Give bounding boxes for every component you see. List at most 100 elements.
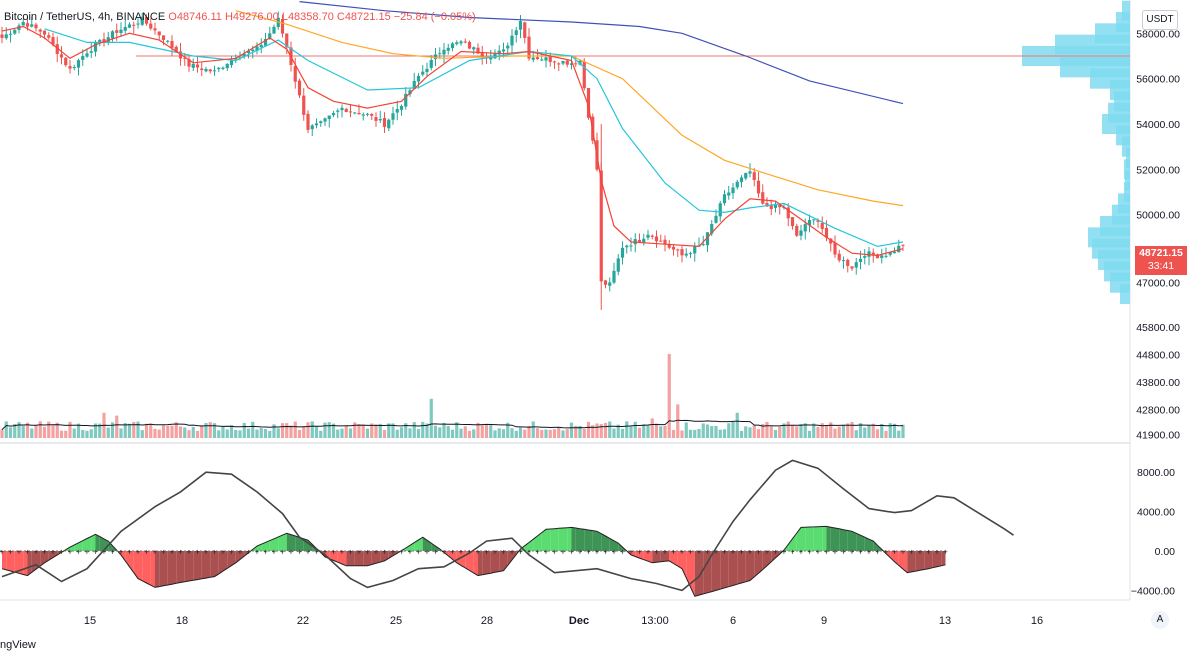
oscillator-histogram-segment — [350, 551, 355, 566]
zero-cross-marker: + — [544, 548, 549, 557]
volume-bar — [42, 426, 47, 438]
volume-bar — [408, 428, 412, 438]
candle-body — [115, 30, 119, 33]
candle-body — [854, 262, 858, 268]
oscillator-histogram-segment — [507, 551, 512, 566]
candle-body — [13, 29, 17, 34]
zero-cross-marker: + — [136, 548, 141, 557]
oscillator-histogram-segment — [741, 551, 746, 584]
zero-cross-marker: + — [391, 548, 396, 557]
brand-logo-text: ngView — [0, 639, 36, 651]
zero-cross-marker: + — [204, 548, 209, 557]
oscillator-histogram-segment — [775, 551, 780, 558]
oscillator-histogram-segment — [890, 551, 895, 562]
candle-body — [391, 113, 395, 120]
volume-bar — [858, 423, 863, 438]
volume-bar — [523, 429, 527, 438]
volume-bar — [620, 428, 625, 438]
zero-cross-marker: + — [663, 548, 668, 557]
oscillator-histogram-segment — [635, 551, 640, 559]
zero-cross-marker: + — [476, 548, 481, 557]
volume-bar — [659, 426, 663, 438]
price-tick-label: 54000.00 — [1136, 119, 1180, 131]
candle-body — [93, 43, 98, 52]
volume-bar — [569, 422, 574, 438]
volume-bar — [123, 423, 127, 438]
candle-body — [761, 192, 765, 204]
zero-cross-marker: + — [34, 548, 39, 557]
candle-body — [123, 26, 127, 31]
zero-cross-marker: + — [0, 548, 5, 557]
zero-cross-marker: + — [646, 548, 651, 557]
oscillator-histogram-segment — [609, 538, 614, 551]
zero-cross-marker: + — [765, 548, 770, 557]
candle-body — [127, 24, 132, 28]
zero-cross-marker: + — [280, 548, 285, 557]
oscillator-histogram-segment — [405, 545, 410, 551]
oscillator-histogram-segment — [733, 551, 738, 586]
zero-cross-marker: + — [68, 548, 73, 557]
candle-body — [246, 50, 251, 54]
oscillator-histogram-segment — [852, 531, 857, 551]
auto-scale-button[interactable]: A — [1151, 611, 1169, 629]
price-tick-label: 45800.00 — [1136, 322, 1180, 334]
oscillator-histogram-segment — [690, 551, 695, 597]
oscillator-histogram-segment — [384, 551, 389, 561]
zero-cross-marker: + — [8, 548, 13, 557]
candle-body — [442, 49, 446, 55]
candle-body — [480, 53, 484, 57]
candle-body — [310, 125, 314, 130]
zero-cross-marker: + — [926, 548, 931, 557]
oscillator-histogram-segment — [550, 528, 555, 551]
volume-bar — [285, 423, 289, 438]
oscillator-histogram-segment — [639, 551, 644, 560]
oscillator-histogram-segment — [826, 526, 831, 551]
oscillator-histogram-segment — [571, 527, 576, 551]
volume-bar — [493, 430, 497, 438]
oscillator-histogram-segment — [665, 551, 670, 562]
zero-cross-marker: + — [518, 548, 523, 557]
volume-bar — [251, 421, 255, 438]
candle-body — [25, 23, 30, 27]
candle-body — [574, 63, 578, 65]
oscillator-histogram-segment — [907, 551, 912, 573]
candle-body — [30, 24, 34, 27]
oscillator-histogram-segment — [546, 529, 551, 551]
candle-body — [370, 113, 374, 116]
volume-bar — [344, 425, 348, 438]
volume-bar — [331, 423, 336, 438]
zero-cross-marker: + — [799, 548, 804, 557]
zero-cross-marker: + — [442, 548, 447, 557]
candle-body — [446, 47, 450, 51]
oscillator-histogram-segment — [159, 551, 164, 587]
volume-bar — [438, 427, 442, 438]
candle-body — [319, 121, 323, 124]
candle-body — [136, 23, 140, 25]
candle-body — [297, 80, 302, 96]
candle-body — [204, 68, 208, 72]
volume-bar — [59, 430, 64, 438]
volume-bar — [106, 427, 110, 438]
oscillator-histogram-segment — [486, 551, 491, 574]
volume-bar — [157, 429, 161, 438]
volume-bar — [387, 423, 391, 438]
oscillator-histogram-segment — [133, 551, 138, 579]
volume-bar — [72, 428, 76, 438]
zero-cross-marker: + — [17, 548, 22, 557]
oscillator-tick-label: 8000.00 — [1137, 467, 1175, 479]
candle-body — [429, 59, 433, 68]
candle-body — [212, 70, 217, 72]
candle-body — [38, 29, 42, 32]
oscillator-histogram-segment — [677, 551, 682, 569]
candle-body — [374, 117, 378, 121]
oscillator-histogram-segment — [431, 543, 436, 551]
oscillator-histogram-segment — [218, 551, 223, 574]
oscillator-histogram-segment — [762, 551, 767, 570]
zero-cross-marker: + — [374, 548, 379, 557]
bar-countdown: 33:41 — [1147, 260, 1175, 272]
candle-body — [170, 40, 174, 48]
currency-unit-button[interactable]: USDT — [1142, 10, 1178, 30]
candle-body — [744, 172, 748, 179]
